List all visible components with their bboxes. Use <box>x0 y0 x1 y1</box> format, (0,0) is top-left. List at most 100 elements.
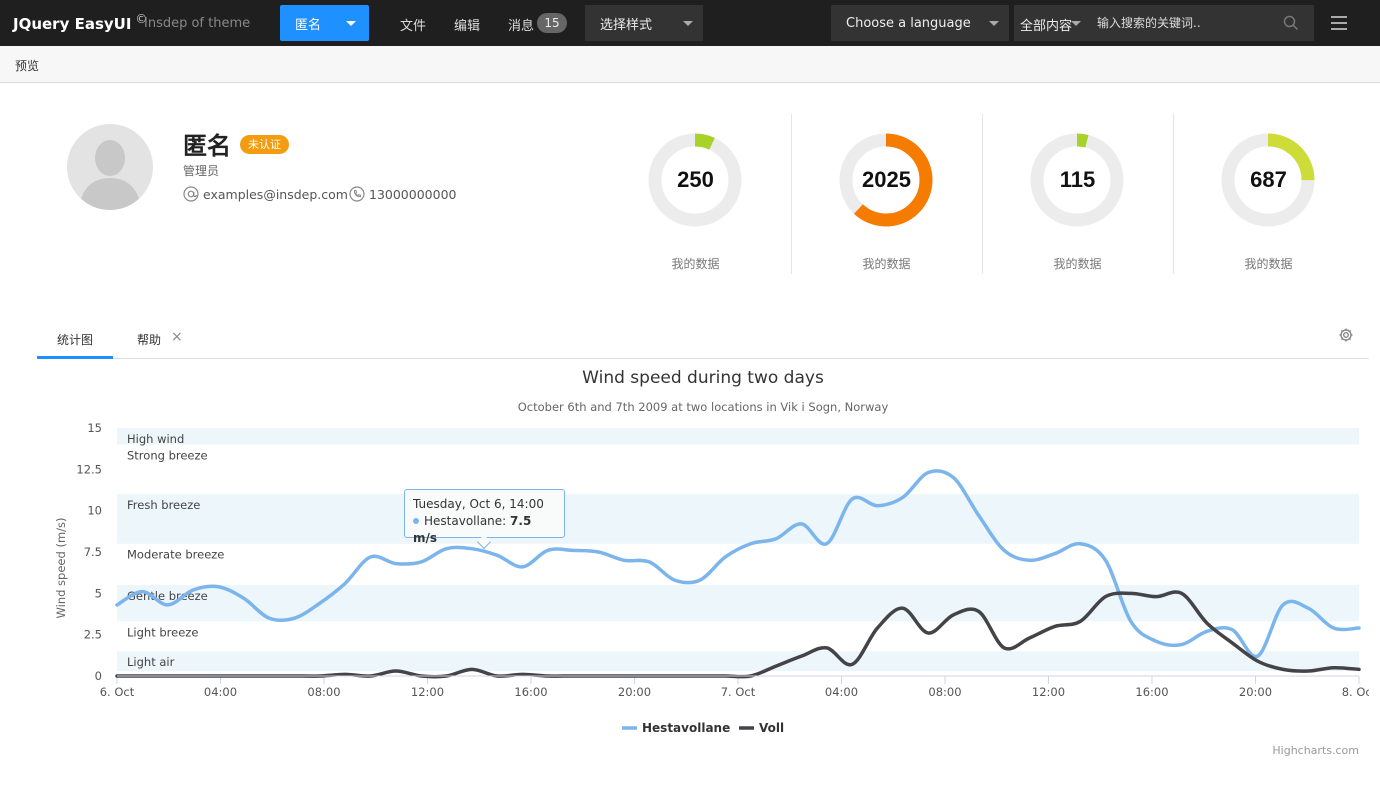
plot-band <box>117 585 1359 622</box>
language-select[interactable]: Choose a language <box>831 5 1009 41</box>
profile-email: examples@insdep.com <box>183 186 348 202</box>
nav-messages[interactable]: 消息 <box>508 19 535 34</box>
x-tick-label: 6. Oct <box>100 685 135 699</box>
divider <box>1173 114 1174 274</box>
x-tick-label: 7. Oct <box>721 685 756 699</box>
avatar <box>67 124 153 210</box>
plot-band-label: Light air <box>127 655 175 669</box>
profile-role: 管理员 <box>183 164 220 178</box>
brand-logo[interactable]: JQuery EasyUI © <box>13 12 147 33</box>
x-tick-label: 12:00 <box>411 685 444 699</box>
chart-canvas: Wind speed during two days October 6th a… <box>54 368 1377 757</box>
search-scope-value: 全部内容 <box>1020 19 1073 34</box>
top-navbar: JQuery EasyUI © Insdep of theme 匿名 文件 编辑 … <box>0 0 1380 46</box>
plot-band <box>117 494 1359 544</box>
brand-mark: © <box>135 12 148 26</box>
legend-item: Voll <box>759 721 784 735</box>
chart-title: Wind speed during two days <box>582 368 824 388</box>
user-menu-label: 匿名 <box>295 17 322 33</box>
x-tick-label: 08:00 <box>928 685 961 699</box>
user-menu-button[interactable]: 匿名 <box>280 5 369 41</box>
stat-label: 我的数据 <box>1244 257 1293 271</box>
donut-chart <box>839 133 933 227</box>
x-tick-label: 04:00 <box>204 685 237 699</box>
stat-card: 687 我的数据 <box>1173 114 1364 274</box>
donut-chart <box>1030 133 1124 227</box>
stat-label: 我的数据 <box>862 257 911 271</box>
tooltip-header: Tuesday, Oct 6, 14:00 <box>413 497 544 511</box>
brand-subtitle: Insdep of theme <box>144 16 251 31</box>
tab-chart[interactable]: 统计图 <box>37 322 113 359</box>
y-tick-label: 2.5 <box>84 628 102 642</box>
search-scope-select[interactable]: 全部内容 <box>1014 5 1089 41</box>
breadcrumb: 预览 <box>0 46 1380 83</box>
nav-edit[interactable]: 编辑 <box>454 19 481 34</box>
plot-band <box>117 651 1359 672</box>
x-tick-label: 08:00 <box>307 685 340 699</box>
divider <box>791 114 792 274</box>
y-axis-label: Wind speed (m/s) <box>54 518 68 619</box>
x-tick-label: 8. Oct <box>1342 685 1369 699</box>
user-silhouette-icon <box>79 140 141 210</box>
y-tick-label: 7.5 <box>84 545 102 559</box>
tab-label: 帮助 <box>137 333 162 347</box>
x-tick-label: 16:00 <box>1135 685 1168 699</box>
style-select[interactable]: 选择样式 <box>585 5 703 41</box>
hamburger-menu-icon[interactable] <box>1331 16 1347 30</box>
search-icon[interactable] <box>1283 15 1299 31</box>
plot-band <box>117 428 1359 445</box>
y-tick-label: 5 <box>95 586 102 600</box>
stat-label: 我的数据 <box>671 257 720 271</box>
brand-name: JQuery EasyUI <box>13 15 132 33</box>
x-tick-label: 04:00 <box>825 685 858 699</box>
tooltip-value: 7.5 m/s <box>413 514 532 545</box>
tab-bar: 统计图 帮助 × <box>37 322 1369 359</box>
caret-down-icon <box>683 21 693 26</box>
caret-down-icon <box>1071 21 1081 26</box>
tooltip-row: Hestavollane: 7.5 m/s <box>413 514 532 545</box>
phone-icon <box>349 186 365 202</box>
tooltip-series: Hestavollane <box>424 514 503 528</box>
y-tick-label: 10 <box>87 504 102 518</box>
close-icon[interactable]: × <box>171 329 183 345</box>
donut-chart <box>1221 133 1315 227</box>
x-tick-label: 20:00 <box>618 685 651 699</box>
language-select-value: Choose a language <box>846 15 971 31</box>
chart-credits[interactable]: Highcharts.com <box>1272 744 1359 757</box>
caret-down-icon <box>346 21 356 26</box>
profile-email-text: examples@insdep.com <box>203 186 348 202</box>
stat-card: 250 我的数据 <box>600 114 791 274</box>
message-count-badge: 15 <box>537 13 567 33</box>
x-tick-label: 12:00 <box>1032 685 1065 699</box>
nav-file[interactable]: 文件 <box>400 19 427 34</box>
y-tick-label: 15 <box>87 421 102 435</box>
profile-phone-text: 13000000000 <box>369 186 457 202</box>
verification-badge: 未认证 <box>240 135 289 154</box>
series-dot-icon <box>413 518 419 524</box>
search-input[interactable] <box>1089 5 1314 41</box>
style-select-value: 选择样式 <box>600 17 653 33</box>
wind-speed-chart: Wind speed during two days October 6th a… <box>37 360 1377 770</box>
stat-value: 687 <box>1250 167 1287 192</box>
gear-icon[interactable] <box>1338 327 1354 343</box>
stat-label: 我的数据 <box>1053 257 1102 271</box>
y-tick-label: 12.5 <box>76 462 102 476</box>
x-tick-label: 20:00 <box>1239 685 1272 699</box>
at-icon <box>183 186 199 202</box>
chart-subtitle: October 6th and 7th 2009 at two location… <box>518 400 889 414</box>
plot-band-label: Strong breeze <box>127 449 208 463</box>
legend-item: Hestavollane <box>642 721 730 735</box>
donut-chart <box>648 133 742 227</box>
stat-value: 2025 <box>862 167 911 192</box>
plot-band-label: Fresh breeze <box>127 498 200 512</box>
caret-down-icon <box>989 21 999 26</box>
chart-tooltip: Tuesday, Oct 6, 14:00 Hestavollane: 7.5 … <box>404 489 565 545</box>
stat-card: 2025 我的数据 <box>791 114 982 274</box>
stat-value: 250 <box>677 167 714 192</box>
profile-phone: 13000000000 <box>349 186 456 202</box>
breadcrumb-current: 预览 <box>15 59 40 73</box>
tab-help[interactable]: 帮助 <box>137 322 197 359</box>
series-line-hestavollane <box>115 469 1361 659</box>
plot-band-label: Light breeze <box>127 625 198 639</box>
y-tick-label: 0 <box>95 669 102 683</box>
